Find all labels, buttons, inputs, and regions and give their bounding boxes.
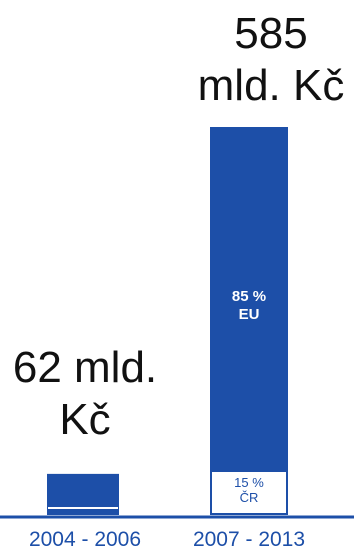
value-label-line: Kč	[59, 395, 111, 444]
segment-pct: 15 %	[234, 475, 264, 490]
segment-pct: 85 %	[231, 288, 267, 305]
value-label-line: 62 mld.	[12, 343, 158, 392]
segment-label-cr: 15 % ČR	[210, 475, 288, 505]
value-label-2007-2013: 585 mld. Kč	[196, 8, 346, 112]
value-label-2004-2006: 62 mld. Kč	[10, 342, 160, 446]
bar-2007-2013-segment-cr	[212, 472, 286, 513]
value-label-line: 585	[234, 9, 308, 58]
segment-label-eu: 85 % EU	[210, 288, 288, 324]
bar-2007-2013	[210, 127, 288, 515]
value-label-line: mld. Kč	[197, 61, 345, 110]
category-label-2007-2013: 2007 - 2013	[192, 528, 306, 551]
segment-name: EU	[238, 306, 260, 323]
segment-name: ČR	[239, 490, 259, 505]
category-label-2004-2006: 2004 - 2006	[28, 528, 142, 551]
bar-2004-2006-segment-divider	[48, 507, 118, 509]
